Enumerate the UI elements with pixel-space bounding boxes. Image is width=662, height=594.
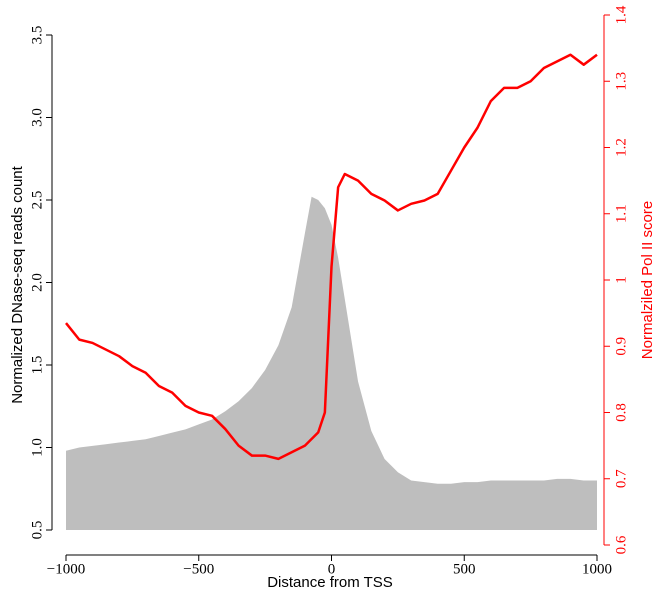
y2-tick-label: 0.6 <box>613 535 629 554</box>
pol2-line <box>65 53 598 461</box>
y-tick-label: 3.0 <box>29 108 45 127</box>
y2-tick-label: 1.2 <box>613 138 629 157</box>
y-tick-label: 1.0 <box>29 438 45 457</box>
x-tick-label: 1000 <box>582 561 612 577</box>
x-tick-label: 500 <box>453 561 476 577</box>
x-tick-label: −1000 <box>47 561 85 577</box>
x-tick-label: 0 <box>328 561 336 577</box>
y2-tick-label: 1 <box>613 276 629 284</box>
y-tick-label: 3.5 <box>29 26 45 45</box>
y-tick-label: 0.5 <box>29 521 45 540</box>
y2-tick-label: 0.7 <box>613 469 629 488</box>
y2-tick-label: 1.4 <box>613 5 629 24</box>
y-axis-title: Normalized DNase-seq reads count <box>9 165 26 403</box>
y2-axis-title: Normalziled Pol II score <box>639 201 656 359</box>
y-tick-label: 2.0 <box>29 273 45 292</box>
y2-tick-label: 1.1 <box>613 204 629 223</box>
y-tick-label: 1.5 <box>29 356 45 375</box>
x-axis-title: Distance from TSS <box>267 574 393 591</box>
y2-tick-label: 0.9 <box>613 337 629 356</box>
y2-tick-label: 0.8 <box>613 403 629 422</box>
x-tick-label: −500 <box>183 561 214 577</box>
dnase-area <box>66 196 597 530</box>
y-tick-label: 2.5 <box>29 191 45 210</box>
y2-tick-label: 1.3 <box>613 72 629 91</box>
